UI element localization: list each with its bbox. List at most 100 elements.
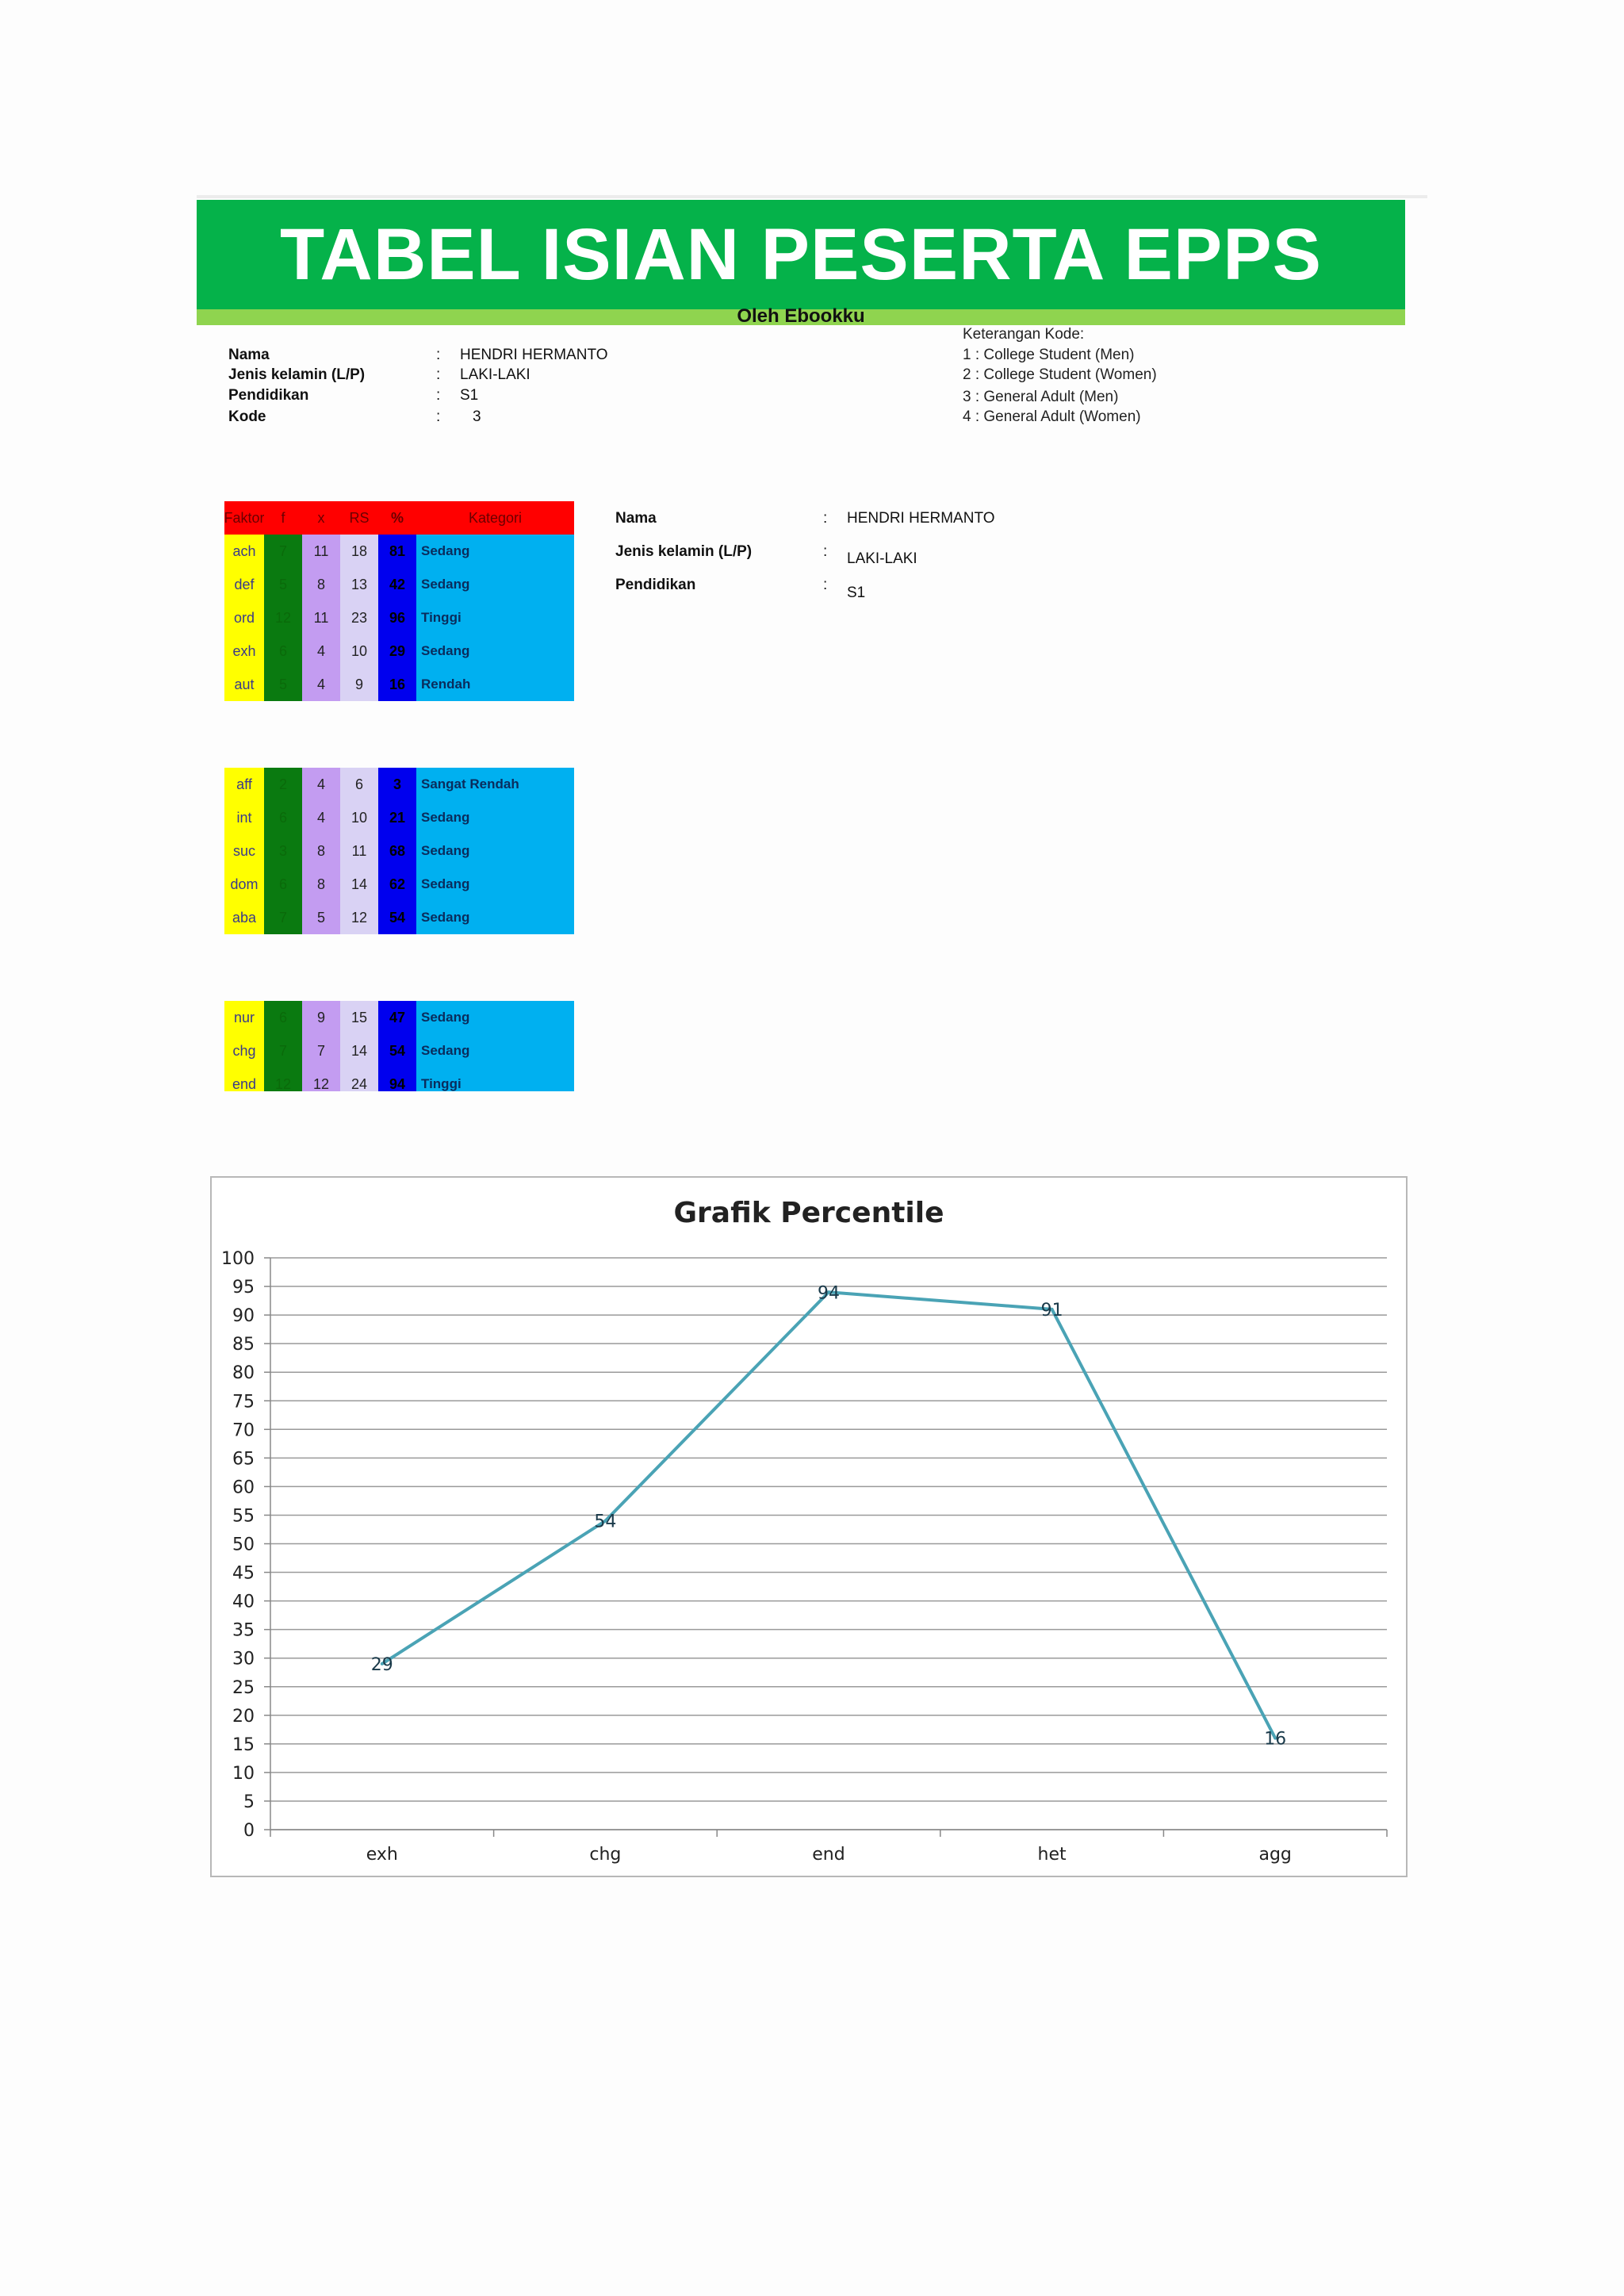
y-tick-label: 60 bbox=[232, 1478, 255, 1497]
category-cell: Sedang bbox=[416, 868, 574, 901]
identity2-sep: : bbox=[823, 510, 828, 527]
category-cell: Tinggi bbox=[416, 601, 574, 634]
factor-cell: aff bbox=[224, 768, 264, 801]
x-cell: 12 bbox=[302, 1068, 340, 1091]
header-cell: RS bbox=[340, 501, 378, 535]
x-tick-label: chg bbox=[589, 1845, 621, 1865]
title-banner: TABEL ISIAN PESERTA EPPS bbox=[197, 200, 1405, 309]
category-cell: Tinggi bbox=[416, 1068, 574, 1091]
page-title: TABEL ISIAN PESERTA EPPS bbox=[280, 213, 1322, 295]
percent-cell: 68 bbox=[378, 834, 416, 868]
table-row: ach 7 11 18 81 Sedang bbox=[224, 535, 574, 568]
identity2-value-education: S1 bbox=[847, 585, 866, 601]
f-cell: 6 bbox=[264, 801, 302, 834]
percentile-chart: Grafik Percentile 0 5 10 15 20 25 30 35 40 45 50 55 6… bbox=[210, 1176, 1408, 1877]
rs-cell: 10 bbox=[340, 801, 378, 834]
x-cell: 4 bbox=[302, 668, 340, 701]
category-cell: Sedang bbox=[416, 1034, 574, 1068]
factor-cell: end bbox=[224, 1068, 264, 1091]
rs-cell: 6 bbox=[340, 768, 378, 801]
identity-label-name: Nama bbox=[228, 347, 270, 363]
x-cell: 4 bbox=[302, 801, 340, 834]
category-cell: Sedang bbox=[416, 535, 574, 568]
y-tick-label: 75 bbox=[232, 1392, 255, 1412]
rs-cell: 11 bbox=[340, 834, 378, 868]
table-row: chg 7 7 14 54 Sedang bbox=[224, 1034, 574, 1068]
identity-label-gender: Jenis kelamin (L/P) bbox=[228, 366, 366, 383]
legend-item: 2 : College Student (Women) bbox=[963, 366, 1157, 383]
subtitle-bar bbox=[197, 309, 1405, 325]
factor-cell: nur bbox=[224, 1001, 264, 1034]
category-cell: Sedang bbox=[416, 568, 574, 601]
data-label: 54 bbox=[594, 1512, 616, 1532]
y-tick-label: 70 bbox=[232, 1420, 255, 1440]
f-cell: 7 bbox=[264, 1034, 302, 1068]
rs-cell: 12 bbox=[340, 901, 378, 934]
table-body: nur 6 9 15 47 Sedang chg 7 7 14 54 Sedang end 12 12 24 9… bbox=[224, 1001, 574, 1091]
percent-cell: 47 bbox=[378, 1001, 416, 1034]
y-tick-label: 5 bbox=[243, 1792, 255, 1812]
header-cell: Faktor bbox=[224, 501, 265, 535]
x-cell: 4 bbox=[302, 634, 340, 668]
y-tick-label: 20 bbox=[232, 1707, 255, 1727]
y-tick-label: 50 bbox=[232, 1535, 255, 1555]
header-cell: f bbox=[264, 501, 302, 535]
data-label: 29 bbox=[371, 1655, 393, 1675]
percent-cell: 16 bbox=[378, 668, 416, 701]
table-row: int 6 4 10 21 Sedang bbox=[224, 801, 574, 834]
f-cell: 12 bbox=[264, 1068, 302, 1091]
factor-cell: dom bbox=[224, 868, 264, 901]
x-cell: 11 bbox=[302, 601, 340, 634]
f-cell: 5 bbox=[264, 668, 302, 701]
rs-cell: 10 bbox=[340, 634, 378, 668]
percent-cell: 62 bbox=[378, 868, 416, 901]
rs-cell: 9 bbox=[340, 668, 378, 701]
category-cell: Sedang bbox=[416, 634, 574, 668]
factor-cell: ord bbox=[224, 601, 264, 634]
x-cell: 8 bbox=[302, 868, 340, 901]
factor-cell: int bbox=[224, 801, 264, 834]
f-cell: 7 bbox=[264, 535, 302, 568]
table-row: suc 3 8 11 68 Sedang bbox=[224, 834, 574, 868]
y-tick-label: 0 bbox=[243, 1821, 255, 1841]
rs-cell: 15 bbox=[340, 1001, 378, 1034]
legend-item: 3 : General Adult (Men) bbox=[963, 389, 1119, 405]
percent-cell: 54 bbox=[378, 1034, 416, 1068]
x-tick-label: exh bbox=[366, 1845, 398, 1865]
rs-cell: 18 bbox=[340, 535, 378, 568]
f-cell: 3 bbox=[264, 834, 302, 868]
identity-value-education: S1 bbox=[460, 387, 479, 404]
y-tick-label: 25 bbox=[232, 1678, 255, 1698]
x-cell: 7 bbox=[302, 1034, 340, 1068]
x-cell: 8 bbox=[302, 834, 340, 868]
f-cell: 6 bbox=[264, 868, 302, 901]
identity2-value-name: HENDRI HERMANTO bbox=[847, 510, 995, 527]
percent-cell: 94 bbox=[378, 1068, 416, 1091]
y-tick-label: 90 bbox=[232, 1306, 255, 1326]
table-header-row: Faktor f x RS % Kategori bbox=[224, 501, 574, 535]
rs-cell: 14 bbox=[340, 1034, 378, 1068]
chart-canvas: Grafik Percentile 0 5 10 15 20 25 30 35 40 45 50 55 6… bbox=[221, 1197, 1388, 1865]
identity2-sep: : bbox=[823, 577, 828, 593]
percent-cell: 21 bbox=[378, 801, 416, 834]
y-tick-label: 30 bbox=[232, 1650, 255, 1669]
x-cell: 9 bbox=[302, 1001, 340, 1034]
f-cell: 7 bbox=[264, 901, 302, 934]
identity2-label-education: Pendidikan bbox=[615, 577, 696, 593]
category-cell: Sedang bbox=[416, 901, 574, 934]
percent-cell: 29 bbox=[378, 634, 416, 668]
y-tick-label: 100 bbox=[221, 1249, 255, 1269]
identity-value-gender: LAKI-LAKI bbox=[460, 366, 530, 383]
data-point bbox=[1274, 1736, 1277, 1740]
f-cell: 12 bbox=[264, 601, 302, 634]
identity-label-education: Pendidikan bbox=[228, 387, 309, 404]
x-tick-label: het bbox=[1038, 1845, 1067, 1865]
f-cell: 2 bbox=[264, 768, 302, 801]
chart-title: Grafik Percentile bbox=[674, 1197, 944, 1229]
header-cell: Kategori bbox=[416, 501, 574, 535]
table-body: ach 7 11 18 81 Sedang def 5 8 13 42 Sedang ord 12 11 23… bbox=[224, 535, 574, 701]
percent-cell: 3 bbox=[378, 768, 416, 801]
factor-cell: chg bbox=[224, 1034, 264, 1068]
legend-item: 1 : College Student (Men) bbox=[963, 347, 1135, 363]
category-cell: Rendah bbox=[416, 668, 574, 701]
